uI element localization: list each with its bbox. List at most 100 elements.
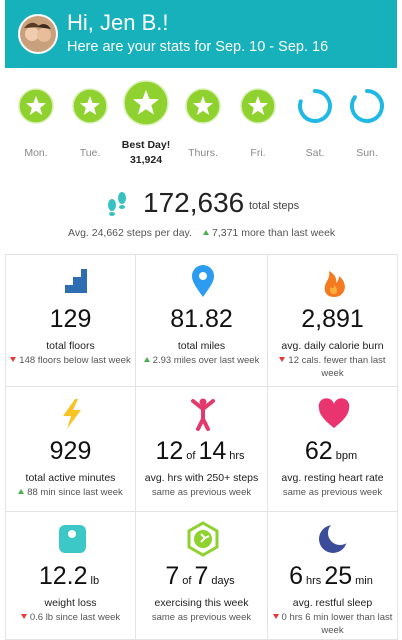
tile-change-text: same as previous week [151,612,252,623]
trend-arrow [279,357,286,362]
value-unit: of [186,450,196,462]
footprint-icon [108,192,126,216]
value-number: 12.2 [38,562,88,590]
trend-arrow [20,614,27,619]
tile-change: 0 hrs 6 min lower than last week [272,611,393,637]
tile-icon [324,271,345,297]
avatar [18,14,58,54]
shape [109,212,115,216]
trend-arrow [18,489,25,494]
total-steps-unit: total steps [249,200,300,212]
shape [56,269,87,293]
stat-tile: 129 total floors 148 floors below last wee… [5,254,136,387]
value-number: 7 [194,562,209,590]
value-number: 62 [304,437,333,465]
shape [119,205,125,209]
shape [118,192,126,204]
day-label: Sat. [305,147,325,159]
tile-value: 62 bpm [268,437,397,466]
tile-value: 2,891 [268,305,397,334]
tile-value: 129 [6,305,135,334]
tile-label: total floors [46,340,95,352]
tile-change-text: 0.6 lb since last week [29,612,121,623]
tile-label: avg. resting heart rate [281,472,384,484]
tile-change: 148 floors below last week [10,354,131,367]
tile-label: total miles [177,340,226,352]
tile-icon [56,269,87,293]
day-label: Tue. [79,147,101,159]
value-number: 2,891 [301,305,364,333]
best-day-steps: 31,924 [129,154,163,166]
value-number: 25 [324,562,353,590]
tile-value: 7 of 7 days [136,562,267,591]
tile-value: 6 hrs 25 min [268,562,397,591]
stat-tile: 2,891 avg. daily calorie burn 12 cals. few… [267,254,398,387]
star [80,96,100,115]
tile-change: 88 min since last week [10,486,131,499]
value-unit: min [355,575,373,587]
value-unit: bpm [335,450,358,462]
progress-ring [350,89,384,123]
value-unit: of [182,575,192,587]
day-badge [240,88,276,124]
day-label: Sun. [356,147,378,159]
best-day-label: Best Day! [121,139,171,151]
trend-arrow [10,357,17,362]
tile-change-text: 88 min since last week [27,487,123,498]
day-badge [18,88,54,124]
progress-ring [298,89,332,123]
tile-change-text: 148 floors below last week [19,355,131,366]
tile-change: same as previous week [140,611,263,624]
shape [199,533,209,543]
tile-label: avg. restful sleep [292,597,373,609]
tile-change: 2.93 miles over last week [140,354,263,367]
shape [62,399,81,429]
tile-icon [58,525,86,553]
tile-change-text: 12 cals. fewer than last week [288,355,386,379]
stat-tile: 6 hrs 25 min avg. restful sleep 0 hrs 6 min l… [267,511,398,640]
day-label: Mon. [24,147,48,159]
tile-label: avg. hrs with 250+ steps [144,472,259,484]
value-number: 929 [49,437,92,465]
steps-change-text: 7,371 more than last week [212,227,336,239]
stat-tile: 7 of 7 days exercising this week same as prev… [135,511,268,640]
tile-change-text: 2.93 miles over last week [152,355,260,366]
tile-label: weight loss [44,597,97,609]
value-number: 129 [49,305,92,333]
value-unit: days [211,575,235,587]
tile-change: 0.6 lb since last week [10,611,131,624]
tile-icon [318,398,349,428]
stat-tile: 81.82 total miles 2.93 miles over last wee… [135,254,268,387]
star [26,96,46,115]
shape [324,271,345,297]
tile-value: 929 [6,437,135,466]
shape [191,265,214,297]
shape [198,272,207,280]
tile-icon [191,265,214,297]
value-unit: hrs [229,450,245,462]
trend-arrow [143,357,150,362]
stat-tile: 62 bpm avg. resting heart rate same as prev… [267,386,398,512]
tile-label: total active minutes [25,472,116,484]
stat-tile: 12.2 lb weight loss 0.6 lb since last week [5,511,136,640]
tile-icon [318,521,352,553]
tile-value: 81.82 [136,305,267,334]
total-steps-value: 172,636 [143,187,245,218]
shape [108,199,116,211]
shape [190,399,215,431]
day-badge [350,89,384,123]
tile-change-text: same as previous week [151,487,252,498]
tile-value: 12 of 14 hrs [136,437,267,466]
stat-tile: 12 of 14 hrs avg. hrs with 250+ steps same as… [135,386,268,512]
day-badge [123,80,169,126]
star [248,96,268,115]
value-unit: lb [90,575,100,587]
value-number: 6 [289,562,304,590]
steps-change: 7,371 more than last week [203,227,335,239]
tile-value: 12.2 lb [6,562,135,591]
value-number: 12 [155,437,184,465]
tile-change-text: 0 hrs 6 min lower than last week [281,612,393,636]
tile-label: avg. daily calorie burn [281,340,384,352]
tile-icon [62,399,81,429]
value-number: 81.82 [170,305,233,333]
